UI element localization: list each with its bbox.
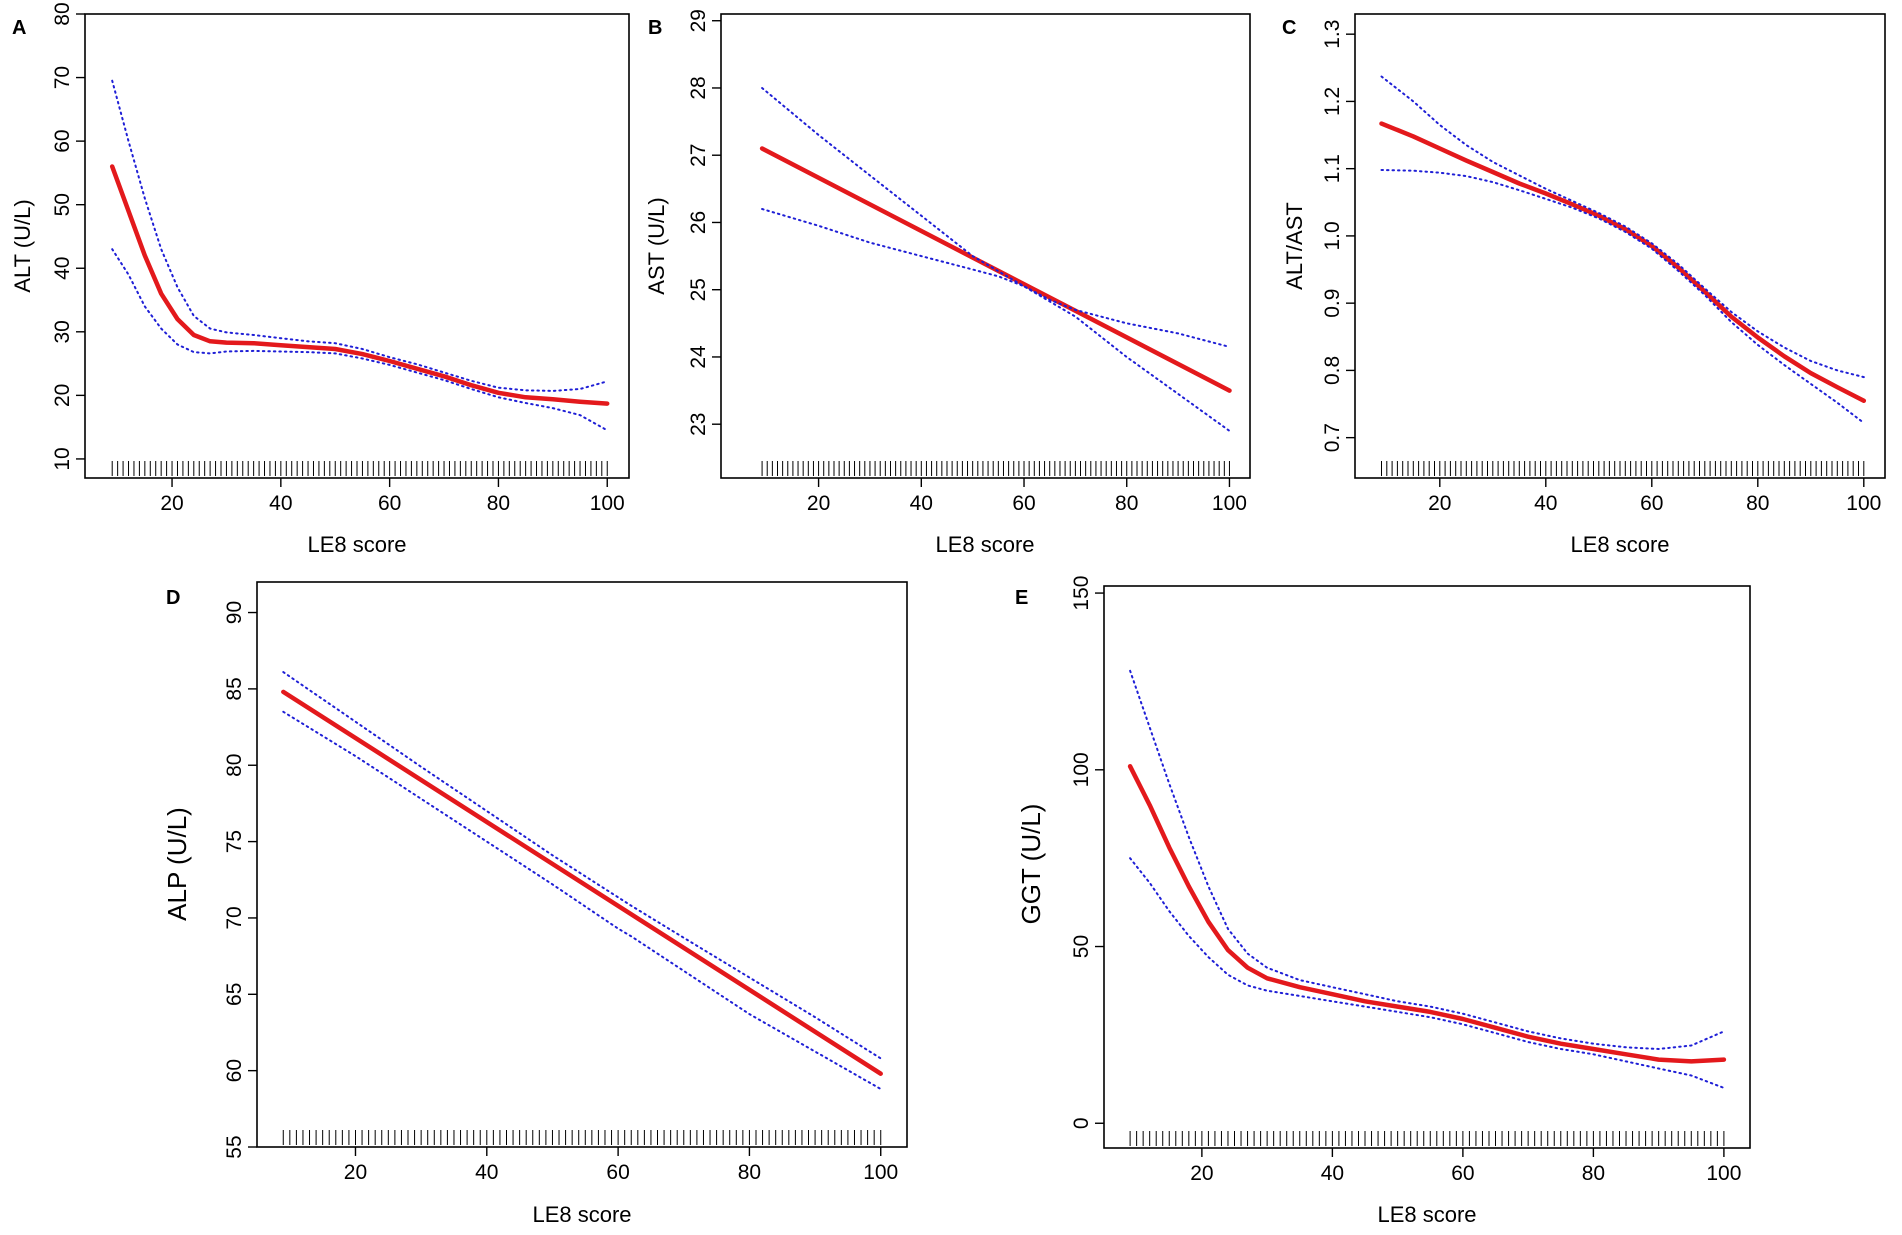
x-tick-label-b-40: 40 xyxy=(910,492,933,515)
y-tick-label-c-5: 1.2 xyxy=(1321,87,1344,116)
x-tick-label-e-40: 40 xyxy=(1321,1162,1344,1185)
y-tick-label-c-4: 1.1 xyxy=(1321,154,1344,183)
ci-line-d-2 xyxy=(282,710,882,1090)
x-tick-label-a-20: 20 xyxy=(160,492,183,515)
y-tick-label-b-2: 25 xyxy=(687,278,710,301)
y-tick-label-d-3: 70 xyxy=(223,906,246,929)
y-tick-label-d-2: 65 xyxy=(223,983,246,1006)
x-axis-title-e: LE8 score xyxy=(1377,1202,1476,1227)
x-tick-label-c-80: 80 xyxy=(1746,492,1769,515)
y-tick-label-a-0: 10 xyxy=(51,447,74,470)
y-tick-label-d-1: 60 xyxy=(223,1059,246,1082)
x-tick-label-e-20: 20 xyxy=(1190,1162,1213,1185)
panel-letter-b: B xyxy=(648,17,662,39)
y-tick-label-e-0: 0 xyxy=(1070,1117,1093,1129)
y-tick-label-d-5: 80 xyxy=(223,754,246,777)
plot-frame-e xyxy=(1103,585,1751,1149)
y-tick-label-b-4: 27 xyxy=(687,144,710,167)
plot-frame-d xyxy=(256,581,908,1148)
y-tick-label-b-1: 24 xyxy=(687,345,710,369)
panel-a: A LE8 score ALT (U/L) 20 40 60 80 100 10 20 30 4… xyxy=(10,2,630,557)
x-tick-label-e-80: 80 xyxy=(1582,1162,1605,1185)
x-tick-label-a-40: 40 xyxy=(269,492,292,515)
x-axis-title-d: LE8 score xyxy=(532,1202,631,1227)
y-tick-label-d-4: 75 xyxy=(223,830,246,853)
y-tick-label-b-6: 29 xyxy=(687,9,710,32)
panel-letter-a: A xyxy=(12,17,26,39)
x-tick-label-b-100: 100 xyxy=(1212,492,1247,515)
y-tick-label-c-2: 0.9 xyxy=(1321,289,1344,318)
ci-line-c-1 xyxy=(1380,75,1865,379)
y-tick-label-a-5: 60 xyxy=(51,129,74,152)
x-tick-label-a-80: 80 xyxy=(487,492,510,515)
y-tick-label-e-1: 50 xyxy=(1070,935,1093,958)
ci-line-b-1 xyxy=(761,87,1231,348)
x-tick-label-c-100: 100 xyxy=(1846,492,1881,515)
y-tick-label-a-2: 30 xyxy=(51,320,74,343)
plot-frame-a xyxy=(84,13,630,479)
y-tick-label-c-1: 0.8 xyxy=(1321,356,1344,385)
plot-frame-b xyxy=(720,13,1251,479)
x-tick-label-b-60: 60 xyxy=(1012,492,1035,515)
fit-line-a-0 xyxy=(109,164,610,406)
x-tick-label-c-20: 20 xyxy=(1428,492,1451,515)
y-tick-label-a-6: 70 xyxy=(51,66,74,89)
ci-line-c-2 xyxy=(1380,169,1865,424)
ci-line-e-1 xyxy=(1129,669,1725,1050)
y-axis-title-c: ALT/AST xyxy=(1282,202,1307,290)
ci-line-d-1 xyxy=(282,671,882,1060)
panel-letter-e: E xyxy=(1015,587,1028,609)
y-axis-title-d: ALP (U/L) xyxy=(162,807,192,921)
fit-line-c-0 xyxy=(1379,121,1867,403)
y-axis-title-e: GGT (U/L) xyxy=(1016,804,1046,925)
y-tick-label-d-7: 90 xyxy=(223,601,246,624)
panel-c: C LE8 score ALT/AST 20 40 60 80 100 0.7 0.8 0.9… xyxy=(1282,13,1886,557)
x-tick-label-b-20: 20 xyxy=(807,492,830,515)
x-tick-label-c-40: 40 xyxy=(1534,492,1557,515)
y-tick-label-d-6: 85 xyxy=(223,677,246,700)
x-axis-title-b: LE8 score xyxy=(935,532,1034,557)
fit-line-e-0 xyxy=(1127,764,1727,1064)
x-tick-label-b-80: 80 xyxy=(1115,492,1138,515)
y-tick-label-a-4: 50 xyxy=(51,193,74,216)
x-tick-label-a-60: 60 xyxy=(378,492,401,515)
x-tick-label-a-100: 100 xyxy=(590,492,625,515)
x-tick-label-d-80: 80 xyxy=(738,1161,761,1184)
y-tick-label-e-3: 150 xyxy=(1070,576,1093,611)
y-tick-label-b-0: 23 xyxy=(687,413,710,436)
x-tick-label-e-60: 60 xyxy=(1451,1162,1474,1185)
x-axis-title-c: LE8 score xyxy=(1570,532,1669,557)
panel-letter-d: D xyxy=(166,587,180,609)
ci-line-b-2 xyxy=(761,208,1231,432)
x-tick-label-d-60: 60 xyxy=(606,1161,629,1184)
x-axis-title-a: LE8 score xyxy=(307,532,406,557)
y-tick-label-e-2: 100 xyxy=(1070,752,1093,787)
y-axis-title-a: ALT (U/L) xyxy=(10,199,35,292)
panel-b: B LE8 score AST (U/L) 20 40 60 80 100 23 24 25 2… xyxy=(644,9,1251,557)
y-tick-label-b-3: 26 xyxy=(687,211,710,234)
x-tick-label-d-20: 20 xyxy=(344,1161,367,1184)
x-tick-label-c-60: 60 xyxy=(1640,492,1663,515)
y-tick-label-b-5: 28 xyxy=(687,76,710,99)
y-axis-title-b: AST (U/L) xyxy=(644,197,669,294)
panel-letter-c: C xyxy=(1282,17,1296,39)
fit-line-d-0 xyxy=(281,689,883,1076)
y-tick-label-a-3: 40 xyxy=(51,257,74,280)
y-tick-label-a-1: 20 xyxy=(51,384,74,407)
panel-d: D LE8 score ALP (U/L) 20 40 60 80 100 55 60 65 7… xyxy=(162,581,908,1227)
ci-line-a-2 xyxy=(111,248,609,432)
y-tick-label-d-0: 55 xyxy=(223,1135,246,1158)
x-tick-label-d-40: 40 xyxy=(475,1161,498,1184)
y-tick-label-a-7: 80 xyxy=(51,2,74,25)
y-tick-label-c-3: 1.0 xyxy=(1321,221,1344,250)
y-tick-label-c-6: 1.3 xyxy=(1321,20,1344,49)
panel-e: E LE8 score GGT (U/L) 20 40 60 80 100 0 50 100 1… xyxy=(1015,576,1751,1227)
ci-line-a-1 xyxy=(111,79,609,392)
x-tick-label-e-100: 100 xyxy=(1706,1162,1741,1185)
ci-line-e-2 xyxy=(1129,857,1725,1089)
plot-frame-c xyxy=(1354,13,1886,479)
x-tick-label-d-100: 100 xyxy=(863,1161,898,1184)
y-tick-label-c-0: 0.7 xyxy=(1321,423,1344,452)
